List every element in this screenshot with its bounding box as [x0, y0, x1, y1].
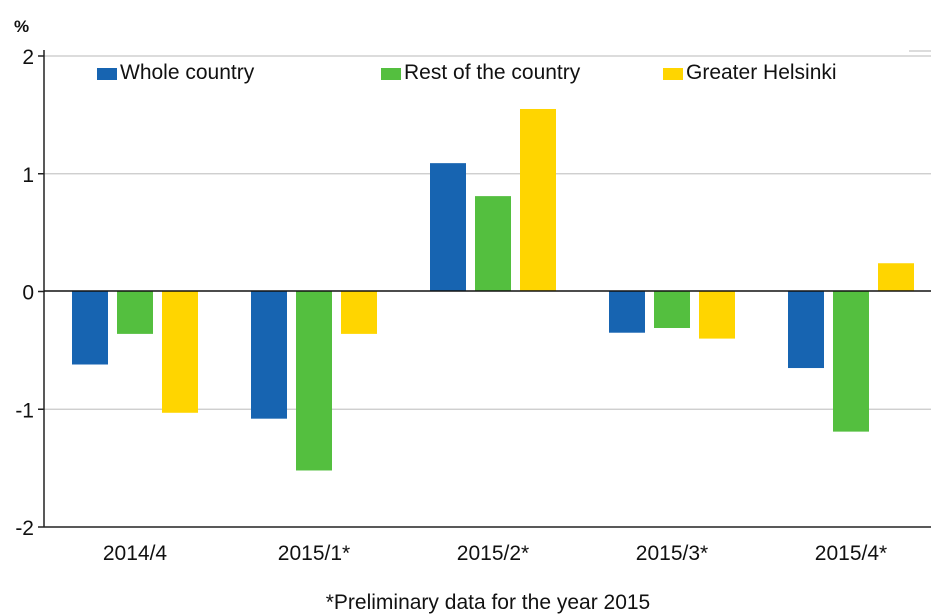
- legend-swatch: [97, 68, 117, 80]
- bar-2015-2--series-1: [475, 196, 511, 292]
- bar-2015-2--series-2: [520, 108, 556, 292]
- bars: [72, 108, 914, 471]
- bar-2015-1--series-0: [251, 291, 287, 419]
- bar-2015-1--series-2: [341, 291, 377, 334]
- bar-2015-1--series-1: [296, 291, 332, 471]
- bar-2015-3--series-1: [654, 291, 690, 329]
- bar-2014-4-series-1: [117, 291, 153, 334]
- y-tick-label: -1: [15, 399, 34, 422]
- bar-2015-2--series-0: [430, 163, 466, 292]
- bar-2015-4--series-2: [878, 263, 914, 292]
- y-tick-label: 0: [22, 282, 34, 305]
- bar-2015-3--series-2: [699, 291, 735, 339]
- bar-2015-4--series-0: [788, 291, 824, 369]
- y-tick-label: -2: [15, 517, 34, 540]
- legend: Whole country Rest of the country Greater …: [97, 50, 931, 84]
- chart-footnote: *Preliminary data for the year 2015: [326, 591, 651, 614]
- y-unit-label: %: [14, 17, 29, 36]
- bar-2015-3--series-0: [609, 291, 645, 333]
- x-tick-label: 2015/2*: [457, 542, 529, 565]
- legend-label: Greater Helsinki: [686, 61, 837, 84]
- y-tick-label: 2: [22, 46, 34, 69]
- y-tick-label: 1: [22, 164, 34, 187]
- legend-label: Rest of the country: [404, 61, 581, 84]
- x-tick-label: 2015/1*: [278, 542, 350, 565]
- bar-2014-4-series-0: [72, 291, 108, 365]
- legend-label: Whole country: [120, 61, 255, 84]
- legend-swatch: [663, 68, 683, 80]
- x-tick-label: 2015/3*: [636, 542, 708, 565]
- bar-2015-4--series-1: [833, 291, 869, 432]
- x-tick-label: 2015/4*: [815, 542, 887, 565]
- legend-swatch: [381, 68, 401, 80]
- y-axis-ticks: -2 -1 0 1 2: [15, 46, 44, 540]
- x-axis-ticks: 2014/4 2015/1* 2015/2* 2015/3* 2015/4*: [103, 542, 887, 565]
- bar-2014-4-series-2: [162, 291, 198, 413]
- x-tick-label: 2014/4: [103, 542, 168, 565]
